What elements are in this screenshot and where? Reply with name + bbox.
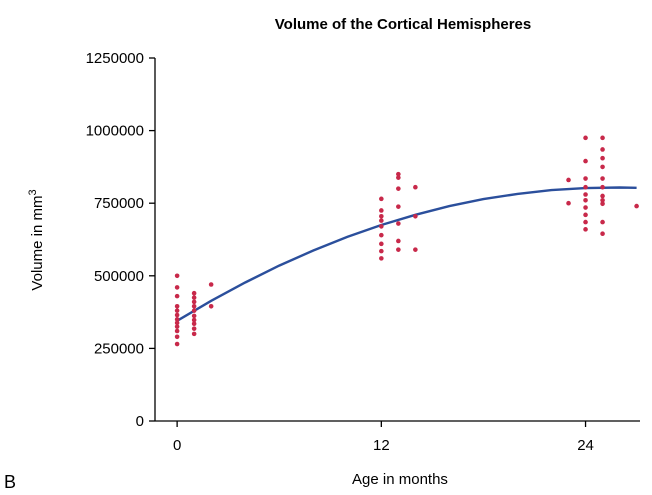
data-point	[396, 204, 401, 209]
data-point	[396, 175, 401, 180]
data-point	[566, 200, 571, 206]
data-point	[191, 303, 197, 309]
data-point	[191, 290, 197, 296]
data-point	[413, 213, 418, 219]
data-point	[174, 334, 180, 340]
data-point	[583, 176, 588, 181]
data-point	[600, 176, 605, 181]
panel-label: B	[4, 472, 16, 492]
data-point	[600, 184, 605, 190]
y-axis-label-superscript: 3	[27, 189, 39, 195]
data-points	[174, 135, 639, 347]
data-point	[174, 308, 180, 313]
data-point	[191, 313, 197, 319]
x-tick-label: 12	[373, 437, 390, 454]
data-point	[379, 241, 384, 247]
data-point	[600, 219, 605, 225]
data-point	[379, 224, 384, 229]
y-tick-label: 1250000	[86, 50, 144, 67]
data-point	[191, 295, 197, 300]
data-point	[634, 203, 639, 209]
x-ticks: 0 12 24	[173, 421, 594, 454]
data-point	[600, 231, 605, 236]
data-point	[600, 201, 605, 207]
data-point	[191, 326, 197, 331]
data-point	[174, 328, 180, 334]
data-point	[174, 317, 180, 322]
y-tick-label: 0	[136, 413, 144, 430]
plot-area: 0 250000 500000 750000 1000000 1250000 0 12 24	[86, 50, 640, 454]
data-point	[174, 341, 180, 347]
data-point	[583, 219, 588, 225]
data-point	[583, 184, 588, 190]
data-point	[174, 273, 180, 279]
data-point	[174, 320, 180, 326]
x-axis-label: Age in months	[352, 471, 448, 488]
data-point	[379, 256, 384, 261]
data-point	[191, 299, 197, 305]
data-point	[191, 331, 197, 337]
data-point	[379, 248, 384, 254]
data-point	[208, 282, 214, 287]
data-point	[413, 184, 418, 190]
data-point	[583, 158, 588, 164]
y-tick-label: 1000000	[86, 123, 144, 140]
y-tick-label: 750000	[94, 195, 144, 212]
data-point	[396, 238, 401, 244]
data-point	[600, 135, 605, 141]
data-point	[208, 303, 214, 309]
y-tick-label: 250000	[94, 340, 144, 357]
data-point	[600, 155, 605, 161]
data-point	[379, 218, 384, 223]
data-point	[583, 212, 588, 218]
data-point	[174, 285, 180, 290]
data-point	[583, 135, 588, 141]
data-point	[583, 227, 588, 232]
data-point	[379, 213, 384, 219]
y-ticks: 0 250000 500000 750000 1000000 1250000	[86, 50, 155, 430]
data-point	[174, 303, 180, 309]
y-axis-label-text: Volume in mm	[29, 196, 46, 291]
data-point	[174, 324, 180, 329]
data-point	[191, 321, 197, 327]
y-tick-label: 500000	[94, 268, 144, 285]
data-point	[379, 196, 384, 202]
data-point	[583, 197, 588, 203]
data-point	[174, 293, 180, 299]
data-point	[396, 186, 401, 191]
data-point	[600, 197, 605, 203]
data-point	[379, 232, 384, 238]
data-point	[379, 208, 384, 213]
fit-curve	[176, 186, 637, 322]
data-point	[600, 193, 605, 199]
data-point	[396, 247, 401, 252]
x-tick-label: 0	[173, 437, 181, 454]
data-point	[583, 192, 588, 197]
data-point	[396, 221, 401, 226]
x-tick-label: 24	[577, 437, 594, 454]
data-point	[174, 312, 180, 318]
data-point	[600, 147, 605, 152]
data-point	[191, 308, 197, 313]
data-point	[396, 171, 401, 177]
chart-title: Volume of the Cortical Hemispheres	[275, 16, 531, 33]
y-axis-label: Volume in mm3	[27, 189, 46, 290]
data-point	[413, 247, 418, 252]
data-point	[600, 164, 605, 170]
data-point	[583, 205, 588, 210]
data-point	[191, 317, 197, 323]
data-point	[566, 177, 571, 183]
